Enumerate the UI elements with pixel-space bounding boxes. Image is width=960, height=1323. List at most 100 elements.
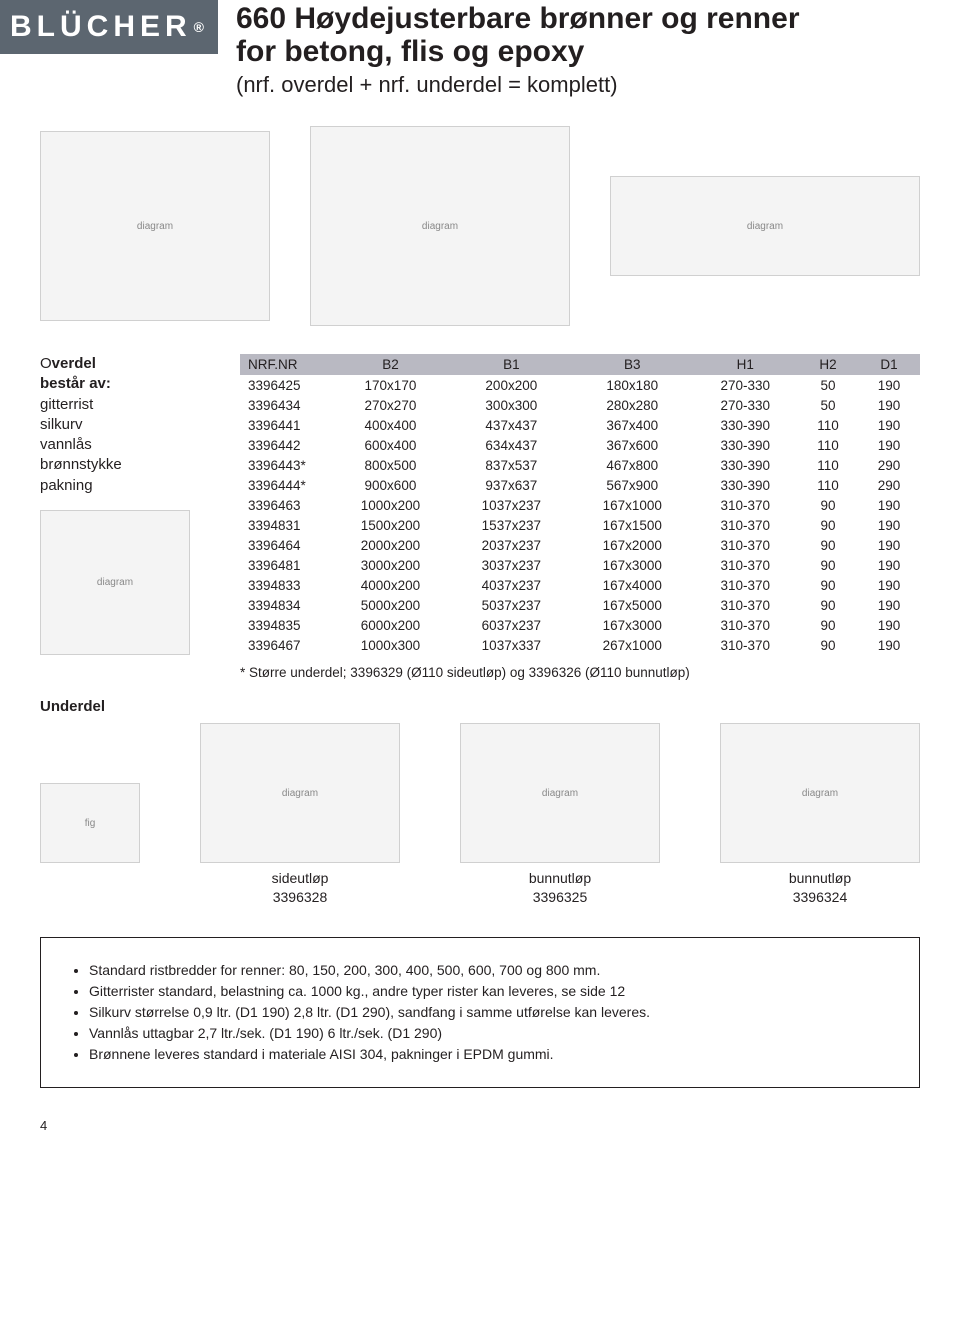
table-cell: 937x637 [451,475,572,495]
spec-table-header-row: NRF.NRB2B1B3H1H2D1 [240,354,920,375]
table-cell: 270-330 [693,395,798,415]
underdel-caption-1: bunnutløp 3396325 [460,869,660,907]
table-cell: 3396434 [240,395,330,415]
table-cell: 190 [858,555,920,575]
table-cell: 1037x237 [451,495,572,515]
table-cell: 190 [858,595,920,615]
channel-render: diagram [610,176,920,276]
table-cell: 310-370 [693,595,798,615]
brand-name: BLÜCHER [10,10,192,44]
table-cell: 3394834 [240,595,330,615]
underdel-cap1-nrf: 3396325 [533,889,588,905]
table-cell: 200x200 [451,375,572,395]
overdel-small-diagram: diagram [40,510,190,655]
table-cell: 310-370 [693,575,798,595]
table-cell: 270-330 [693,375,798,395]
table-cell: 110 [798,475,858,495]
table-cell: 3396441 [240,415,330,435]
table-cell: 310-370 [693,635,798,655]
table-cell: 167x3000 [572,555,693,575]
table-cell: 310-370 [693,555,798,575]
table-cell: 310-370 [693,495,798,515]
spec-col-3: B3 [572,354,693,375]
table-cell: 837x537 [451,455,572,475]
table-cell: 310-370 [693,535,798,555]
table-cell: 3396463 [240,495,330,515]
table-cell: 270x270 [330,395,451,415]
underdel-diagram-3: diagram [720,723,920,863]
info-bullet-4: Brønnene leveres standard i materiale AI… [89,1044,893,1065]
table-cell: 3394833 [240,575,330,595]
table-cell: 300x300 [451,395,572,415]
table-row: 33964642000x2002037x237167x2000310-37090… [240,535,920,555]
underdel-diagram-2: diagram [460,723,660,863]
table-cell: 190 [858,635,920,655]
spec-col-4: H1 [693,354,798,375]
exploded-view-diagram: diagram [40,131,270,321]
table-cell: 50 [798,375,858,395]
table-row: 3396441400x400437x437367x400330-39011019… [240,415,920,435]
table-cell: 5000x200 [330,595,451,615]
table-cell: 3394835 [240,615,330,635]
table-cell: 50 [798,395,858,415]
table-cell: 110 [798,415,858,435]
table-cell: 170x170 [330,375,451,395]
title-line1: 660 Høydejusterbare brønner og renner [236,2,800,35]
table-cell: 167x1500 [572,515,693,535]
table-cell: 3396467 [240,635,330,655]
table-cell: 290 [858,455,920,475]
table-cell: 90 [798,575,858,595]
table-cell: 90 [798,495,858,515]
table-cell: 1000x200 [330,495,451,515]
table-footnote: * Større underdel; 3396329 (Ø110 sideutl… [240,665,920,680]
technical-drawing: diagram [310,126,570,326]
table-cell: 110 [798,435,858,455]
info-bullet-2: Silkurv størrelse 0,9 ltr. (D1 190) 2,8 … [89,1002,893,1023]
table-cell: 567x900 [572,475,693,495]
table-cell: 3396425 [240,375,330,395]
underdel-diagrams: fig diagram diagram diagram [40,723,920,863]
table-cell: 367x400 [572,415,693,435]
overdel-item-1: silkurv [40,416,83,433]
table-cell: 3037x237 [451,555,572,575]
table-cell: 800x500 [330,455,451,475]
table-cell: 190 [858,435,920,455]
table-row: 33948311500x2001537x237167x1500310-37090… [240,515,920,535]
spec-table-wrap: NRF.NRB2B1B3H1H2D1 3396425170x170200x200… [240,354,920,680]
info-bullet-3: Vannlås uttagbar 2,7 ltr./sek. (D1 190) … [89,1023,893,1044]
table-cell: 90 [798,535,858,555]
brand-registered: ® [194,19,204,35]
overdel-item-0: gitterrist [40,396,93,413]
table-cell: 90 [798,515,858,535]
table-row: 33948356000x2006037x237167x3000310-37090… [240,615,920,635]
underdel-section: Underdel fig diagram diagram diagram sid… [0,680,960,907]
underdel-cap1-label: bunnutløp [529,870,591,886]
table-cell: 290 [858,475,920,495]
table-cell: 3396481 [240,555,330,575]
table-cell: 190 [858,615,920,635]
table-cell: 3396464 [240,535,330,555]
table-cell: 167x2000 [572,535,693,555]
table-cell: 180x180 [572,375,693,395]
spec-col-1: B2 [330,354,451,375]
underdel-thumb: fig [40,783,140,863]
overdel-item-3: brønnstykke [40,456,122,473]
table-cell: 190 [858,535,920,555]
table-cell: 330-390 [693,415,798,435]
table-cell: 190 [858,495,920,515]
spec-col-0: NRF.NR [240,354,330,375]
info-box: Standard ristbredder for renner: 80, 150… [40,937,920,1088]
table-cell: 4000x200 [330,575,451,595]
mid-section: OOverdelverdel består av: gitterrist sil… [0,354,960,680]
header: BLÜCHER® 660 Høydejusterbare brønner og … [0,0,960,98]
table-cell: 6000x200 [330,615,451,635]
table-cell: 1037x337 [451,635,572,655]
table-cell: 110 [798,455,858,475]
overdel-column: OOverdelverdel består av: gitterrist sil… [40,354,200,680]
table-cell: 330-390 [693,435,798,455]
table-cell: 90 [798,595,858,615]
page-number: 4 [40,1118,960,1133]
spec-col-2: B1 [451,354,572,375]
table-cell: 310-370 [693,615,798,635]
table-cell: 1537x237 [451,515,572,535]
